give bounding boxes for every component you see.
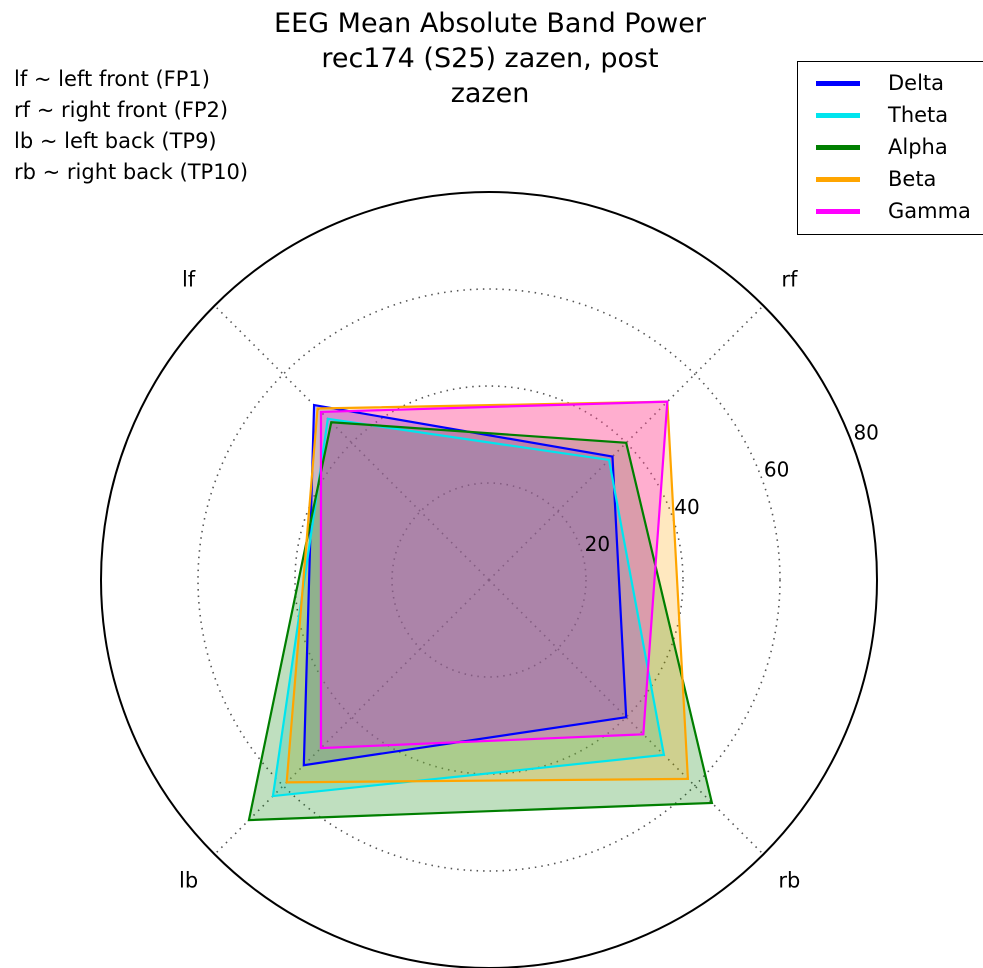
legend-label-alpha: Alpha [888,135,948,159]
legend-swatch-gamma [816,208,860,214]
series-area-delta [303,405,627,766]
series-line-beta [285,400,690,784]
series-line-theta [271,417,666,798]
grid-circle-20 [391,482,587,678]
note-rb: rb ~ right back (TP10) [14,160,249,184]
axis-label-lf: lf [182,268,196,292]
legend-label-gamma: Gamma [888,199,971,223]
legend-item-gamma: Gamma [798,195,971,227]
legend-swatch-theta [816,112,860,118]
series-area-theta [272,418,664,797]
outer-frame [100,191,878,968]
tick-label-20: 20 [585,532,610,556]
chart-title: EEG Mean Absolute Band Power rec174 (S25… [200,6,780,111]
chart-title-line-3: zazen [450,78,530,109]
axis-label-lb: lb [179,868,198,892]
legend-item-theta: Theta [798,99,948,131]
legend-label-theta: Theta [888,103,949,127]
note-lf: lf ~ left front (FP1) [14,67,210,91]
legend-label-delta: Delta [888,71,945,95]
series-area-gamma [320,401,668,749]
tick-label-40: 40 [674,495,699,519]
legend-item-beta: Beta [798,163,936,195]
axis-label-rf: rf [781,268,798,292]
legend-swatch-beta [816,176,860,182]
legend-swatch-alpha [816,144,860,150]
legend-item-alpha: Alpha [798,131,948,163]
legend-swatch-delta [816,80,860,86]
grid-circle-60 [197,288,781,872]
channel-notes: lf ~ left front (FP1) rf ~ right front (… [14,64,248,188]
note-lb: lb ~ left back (TP9) [14,129,217,153]
tick-label-80: 80 [853,421,878,445]
note-rf: rf ~ right front (FP2) [14,98,229,122]
axis-label-rb: rb [778,868,800,892]
legend-item-delta: Delta [798,67,944,99]
series-line-gamma [319,400,669,750]
tick-label-60: 60 [764,458,789,482]
series-line-alpha [247,421,714,822]
series-area-beta [286,401,688,783]
chart-title-line-2: rec174 (S25) zazen, post [321,43,659,74]
series-line-delta [302,403,628,767]
grid-circle-40 [294,385,684,775]
legend: Delta Theta Alpha Beta Gamma [797,61,983,235]
chart-title-line-1: EEG Mean Absolute Band Power [274,8,706,39]
legend-label-beta: Beta [888,167,937,191]
